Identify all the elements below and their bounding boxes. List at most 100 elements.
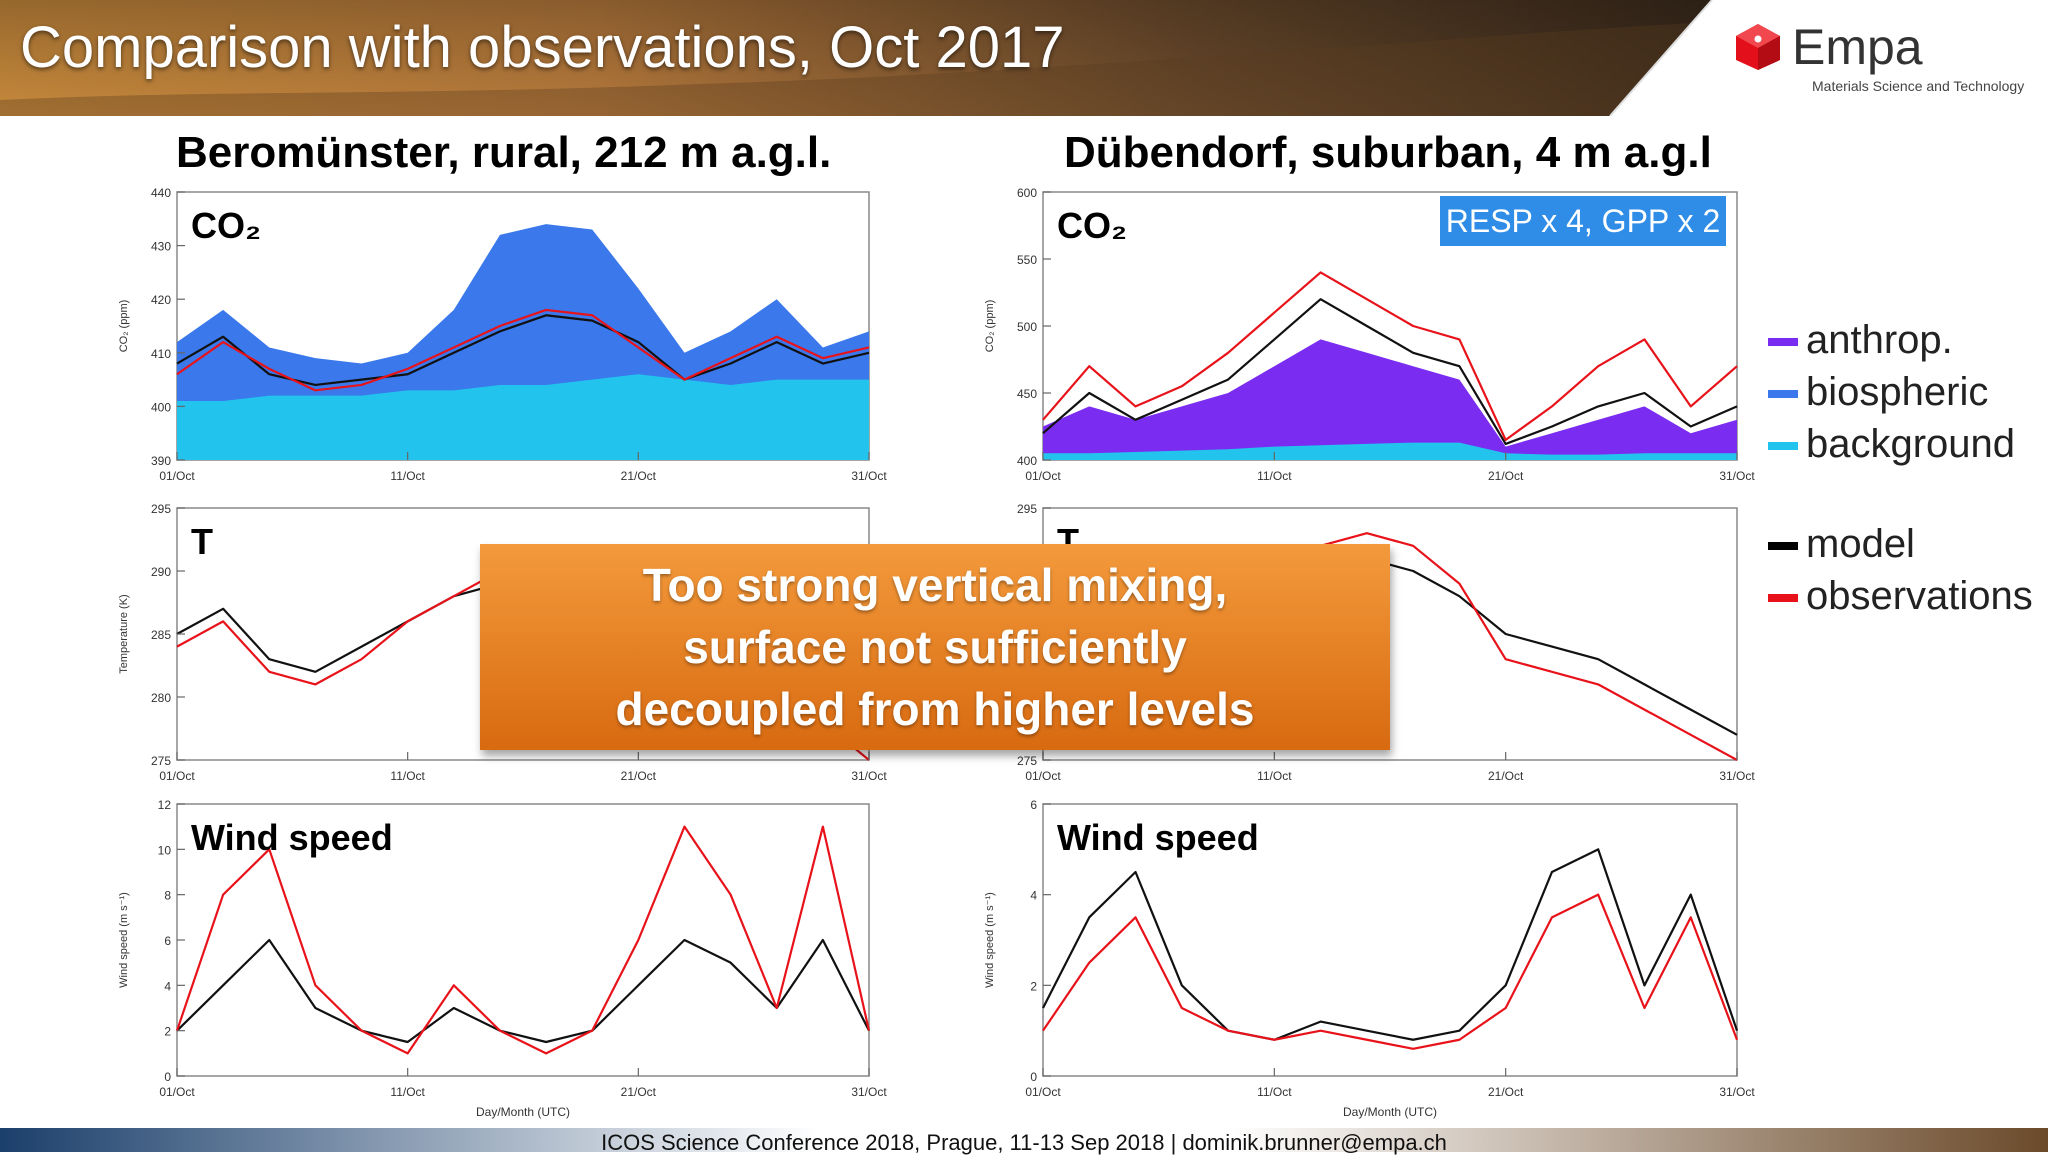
callout-box: Too strong vertical mixing, surface not … (480, 544, 1390, 750)
y-tick-label: 450 (1017, 387, 1037, 401)
x-tick-label: 11/Oct (390, 1085, 425, 1099)
y-tick-label: 8 (164, 889, 171, 903)
area-background (177, 374, 869, 460)
y-tick-label: 285 (151, 628, 171, 642)
area-background (1043, 442, 1737, 460)
x-tick-label: 31/Oct (851, 1085, 887, 1099)
x-tick-label: 01/Oct (1025, 469, 1061, 483)
line-observations (176, 308, 870, 392)
y-tick-label: 2 (164, 1025, 171, 1039)
logo-subtitle: Materials Science and Technology (1812, 78, 2025, 94)
y-tick-label: 430 (151, 240, 171, 254)
x-tick-label: 01/Oct (1025, 769, 1061, 783)
legend-swatch-model (1768, 542, 1798, 550)
header-banner: Comparison with observations, Oct 2017 E… (0, 0, 2048, 116)
plot-frame (176, 803, 870, 1077)
y-tick-label: 4 (164, 979, 171, 993)
callout-line-2: surface not sufficiently (683, 621, 1187, 673)
resp-gpp-annotation: RESP x 4, GPP x 2 (1440, 196, 1726, 246)
logo-wordmark: Empa (1792, 19, 1923, 75)
x-axis-label: Day/Month (UTC) (476, 1105, 570, 1119)
x-tick-label: 21/Oct (1488, 469, 1524, 483)
legend-label-background: background (1806, 422, 2016, 466)
x-tick-label: 31/Oct (1719, 469, 1755, 483)
y-tick-label: 500 (1017, 320, 1037, 334)
y-axis-label: Wind speed (m s⁻¹) (984, 892, 996, 988)
x-tick-label: 21/Oct (621, 469, 657, 483)
x-tick-label: 01/Oct (159, 769, 195, 783)
legend-swatch-biospheric (1768, 390, 1798, 398)
panel-label: Wind speed (191, 817, 393, 858)
y-tick-label: 0 (164, 1070, 171, 1084)
y-tick-label: 275 (151, 754, 171, 768)
x-tick-label: 01/Oct (159, 1085, 195, 1099)
panel-label: Wind speed (1057, 817, 1259, 858)
y-axis-label: Temperature (K) (118, 594, 130, 673)
y-tick-label: 12 (158, 798, 172, 812)
x-tick-label: 11/Oct (1257, 1085, 1292, 1099)
x-tick-label: 11/Oct (390, 769, 425, 783)
x-tick-label: 11/Oct (1257, 469, 1292, 483)
x-tick-label: 01/Oct (159, 469, 195, 483)
header-background (0, 0, 2048, 116)
legend-label-biospheric: biospheric (1806, 370, 1989, 414)
line-observations (1042, 271, 1738, 441)
y-tick-label: 420 (151, 293, 171, 307)
panel-label: CO₂ (191, 205, 261, 246)
footer-bar (0, 1128, 2048, 1152)
legend-label-anthrop: anthrop. (1806, 318, 1953, 362)
plot-frame (1042, 803, 1738, 1077)
empa-cube-logo-icon (1736, 24, 1780, 70)
line-model (1042, 298, 1738, 446)
callout-line-1: Too strong vertical mixing, (642, 559, 1228, 611)
legend-label-observations: observations (1806, 574, 2033, 618)
callout-line-3: decoupled from higher levels (615, 683, 1255, 735)
chart-beromunster-co2: 390 400 410 420 430 440 01/Oct 11/Oct 21/Oct 31/O… (118, 186, 887, 483)
slide-title: Comparison with observations, Oct 2017 (20, 15, 1065, 80)
y-tick-label: 280 (151, 691, 171, 705)
line-observations (1042, 893, 1739, 1050)
line-model (1042, 848, 1739, 1041)
y-tick-label: 550 (1017, 253, 1037, 267)
y-tick-label: 400 (151, 400, 171, 414)
y-axis-label: Wind speed (m s⁻¹) (118, 892, 130, 988)
column-title-dubendorf: Dübendorf, suburban, 4 m a.g.l (1064, 128, 1712, 177)
x-tick-label: 21/Oct (1488, 1085, 1524, 1099)
x-tick-label: 31/Oct (1719, 1085, 1755, 1099)
area-anthrop (1043, 339, 1737, 460)
y-tick-label: 440 (151, 186, 171, 200)
x-axis-label: Day/Month (UTC) (1343, 1105, 1437, 1119)
chart-beromunster-wind: 0 2 4 6 8 10 12 01/Oct 11/Oct 21/Oct 31/Oct Wind sp… (118, 798, 887, 1119)
column-title-beromunster: Beromünster, rural, 212 m a.g.l. (176, 128, 832, 177)
x-tick-label: 21/Oct (621, 1085, 657, 1099)
x-tick-label: 11/Oct (1257, 769, 1292, 783)
y-tick-label: 295 (1017, 502, 1037, 516)
y-tick-label: 390 (151, 454, 171, 468)
x-tick-label: 21/Oct (621, 769, 657, 783)
y-tick-label: 6 (164, 934, 171, 948)
empa-logo: Empa Materials Science and Technology (1728, 16, 2028, 100)
x-tick-label: 31/Oct (851, 769, 887, 783)
x-tick-label: 11/Oct (390, 469, 425, 483)
line-model (176, 938, 870, 1044)
x-tick-label: 31/Oct (851, 469, 887, 483)
legend-swatch-observations (1768, 594, 1798, 602)
legend-swatch-background (1768, 442, 1798, 450)
footer-text: ICOS Science Conference 2018, Prague, 11… (601, 1130, 1447, 1155)
y-tick-label: 600 (1017, 186, 1037, 200)
x-tick-label: 21/Oct (1488, 769, 1524, 783)
line-observations (175, 825, 871, 1055)
y-tick-label: 6 (1030, 798, 1037, 812)
y-tick-label: 400 (1017, 454, 1037, 468)
y-tick-label: 0 (1030, 1070, 1037, 1084)
legend-label-model: model (1806, 522, 1915, 566)
y-tick-label: 295 (151, 502, 171, 516)
y-tick-label: 290 (151, 565, 171, 579)
legend-swatch-anthrop (1768, 338, 1798, 346)
panel-label: T (191, 521, 213, 562)
y-tick-label: 10 (158, 843, 172, 857)
y-axis-label: CO₂ (ppm) (984, 300, 996, 353)
y-tick-label: 410 (151, 347, 171, 361)
y-tick-label: 4 (1030, 889, 1037, 903)
y-axis-label: CO₂ (ppm) (118, 300, 130, 353)
